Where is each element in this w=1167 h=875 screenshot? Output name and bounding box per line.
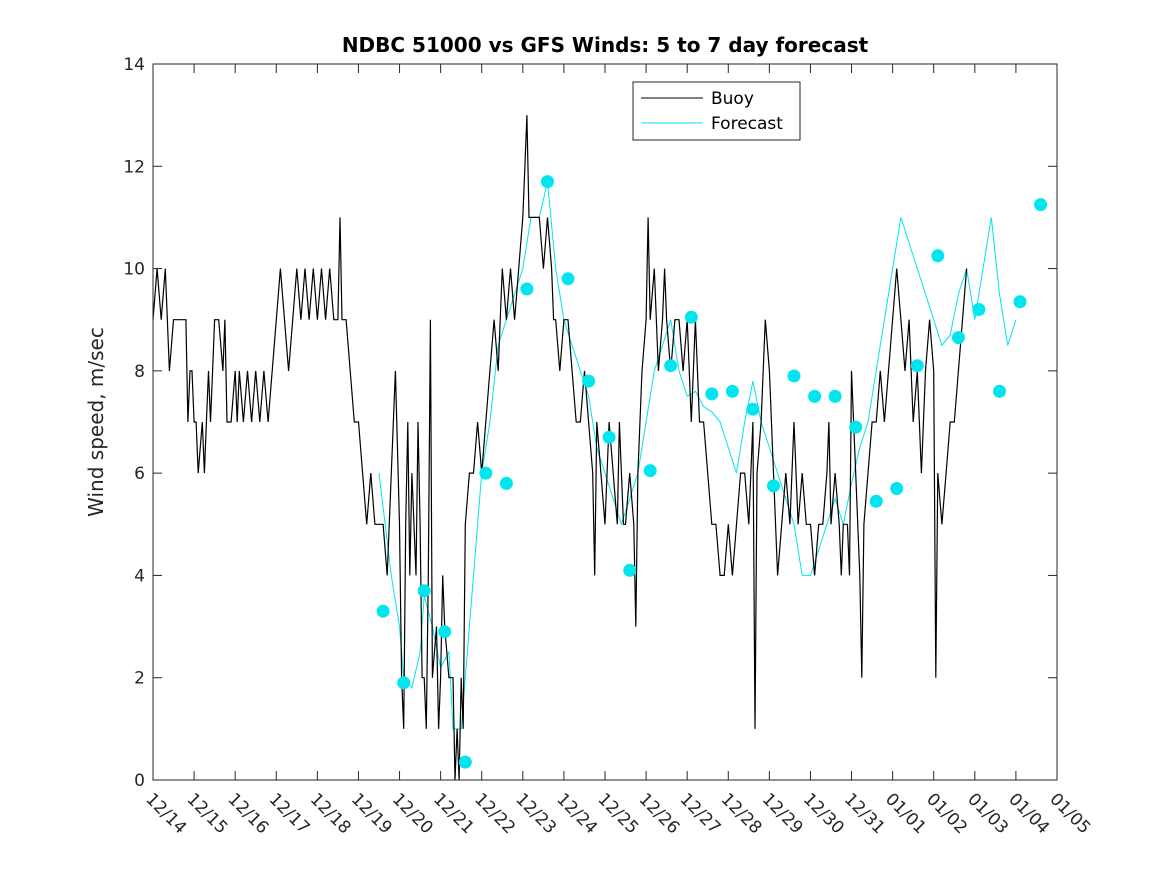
forecast-marker: [479, 466, 493, 480]
forecast-marker: [725, 384, 739, 398]
y-axis-label: Wind speed, m/sec: [84, 327, 108, 517]
forecast-marker: [767, 479, 780, 493]
forecast-marker: [561, 272, 575, 286]
axes-box: [152, 63, 1058, 781]
y-tick-label: 14: [123, 55, 145, 75]
forecast-marker: [541, 175, 554, 189]
y-tick-label: 6: [134, 464, 145, 484]
forecast-marker: [1034, 198, 1048, 212]
plot-area: [153, 64, 1057, 780]
forecast-marker: [972, 303, 986, 316]
forecast-marker: [951, 331, 965, 345]
forecast-marker: [787, 369, 801, 383]
tick-marks: [152, 63, 1058, 781]
forecast-marker: [890, 482, 904, 495]
y-tick-label: 2: [134, 669, 145, 689]
y-tick-label: 8: [134, 362, 145, 382]
forecast-marker: [705, 387, 719, 401]
y-tick-label: 10: [123, 260, 145, 280]
forecast-line: [378, 181, 1017, 730]
chart-title: NDBC 51000 vs GFS Winds: 5 to 7 day fore…: [342, 33, 869, 57]
forecast-marker: [376, 604, 390, 618]
legend: Buoy Forecast: [632, 81, 801, 141]
forecast-marker: [869, 494, 883, 508]
forecast-marker: [808, 389, 822, 403]
buoy-line: [152, 115, 968, 781]
legend-box: [632, 81, 801, 141]
forecast-marker: [623, 563, 637, 577]
forecast-marker: [458, 755, 472, 769]
forecast-marker: [499, 476, 513, 490]
buoy-series: [152, 115, 968, 781]
y-tick-label: 12: [123, 157, 145, 177]
forecast-marker: [684, 310, 698, 324]
forecast-marker: [520, 282, 534, 296]
forecast-marker: [643, 464, 657, 478]
forecast-marker: [602, 430, 616, 444]
forecast-markers: [376, 175, 1048, 769]
forecast-series: [378, 181, 1017, 730]
y-tick-labels: 0 2 4 6 8 10 12 14: [123, 55, 145, 791]
forecast-marker: [993, 384, 1006, 398]
forecast-marker: [438, 625, 452, 639]
forecast-marker: [582, 374, 596, 388]
legend-forecast-label: Forecast: [711, 114, 783, 134]
legend-buoy-label: Buoy: [711, 89, 754, 109]
forecast-marker: [397, 676, 411, 690]
y-tick-label: 4: [134, 566, 145, 586]
forecast-marker: [849, 420, 863, 434]
forecast-marker: [664, 359, 678, 373]
y-tick-label: 0: [134, 771, 145, 791]
forecast-marker: [931, 249, 945, 263]
forecast-marker: [417, 584, 431, 598]
forecast-marker: [828, 389, 842, 403]
forecast-marker: [746, 402, 760, 416]
forecast-marker: [1013, 295, 1027, 309]
forecast-marker: [910, 359, 924, 373]
